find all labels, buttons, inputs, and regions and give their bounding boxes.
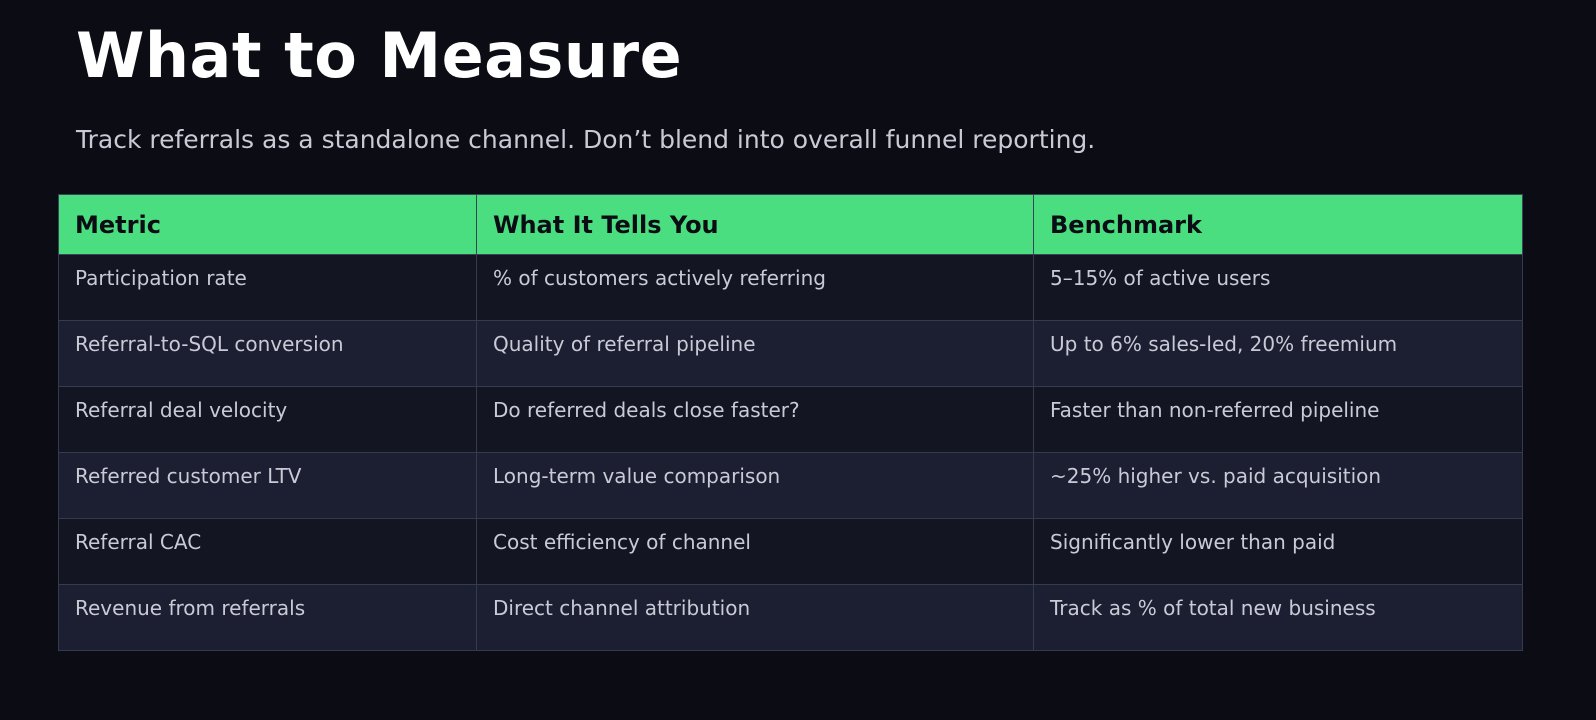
description-cell: Quality of referral pipeline <box>476 320 1034 387</box>
description-cell: Long-term value comparison <box>476 452 1034 519</box>
page-title: What to Measure <box>76 19 683 92</box>
header-benchmark: Benchmark <box>1033 194 1523 255</box>
description-cell: Direct channel attribution <box>476 584 1034 651</box>
metric-cell: Revenue from referrals <box>58 584 477 651</box>
table-row: Referral CAC Cost efficiency of channel … <box>58 518 1523 585</box>
metric-cell: Referred customer LTV <box>58 452 477 519</box>
description-cell: Do referred deals close faster? <box>476 386 1034 453</box>
benchmark-cell: Track as % of total new business <box>1033 584 1523 651</box>
page-subtitle: Track referrals as a standalone channel.… <box>76 125 1096 154</box>
header-what-it-tells-you: What It Tells You <box>476 194 1034 255</box>
metric-cell: Referral deal velocity <box>58 386 477 453</box>
metrics-table: Metric What It Tells You Benchmark Parti… <box>58 194 1523 651</box>
table-row: Participation rate % of customers active… <box>58 254 1523 321</box>
benchmark-cell: Faster than non-referred pipeline <box>1033 386 1523 453</box>
metric-cell: Referral CAC <box>58 518 477 585</box>
header-metric: Metric <box>58 194 477 255</box>
benchmark-cell: Up to 6% sales-led, 20% freemium <box>1033 320 1523 387</box>
metric-cell: Participation rate <box>58 254 477 321</box>
table-row: Revenue from referrals Direct channel at… <box>58 584 1523 651</box>
metric-cell: Referral-to-SQL conversion <box>58 320 477 387</box>
benchmark-cell: 5–15% of active users <box>1033 254 1523 321</box>
table-header-row: Metric What It Tells You Benchmark <box>58 194 1523 255</box>
description-cell: % of customers actively referring <box>476 254 1034 321</box>
description-cell: Cost efficiency of channel <box>476 518 1034 585</box>
table-row: Referral-to-SQL conversion Quality of re… <box>58 320 1523 387</box>
table-row: Referred customer LTV Long-term value co… <box>58 452 1523 519</box>
benchmark-cell: Significantly lower than paid <box>1033 518 1523 585</box>
table-row: Referral deal velocity Do referred deals… <box>58 386 1523 453</box>
benchmark-cell: ~25% higher vs. paid acquisition <box>1033 452 1523 519</box>
